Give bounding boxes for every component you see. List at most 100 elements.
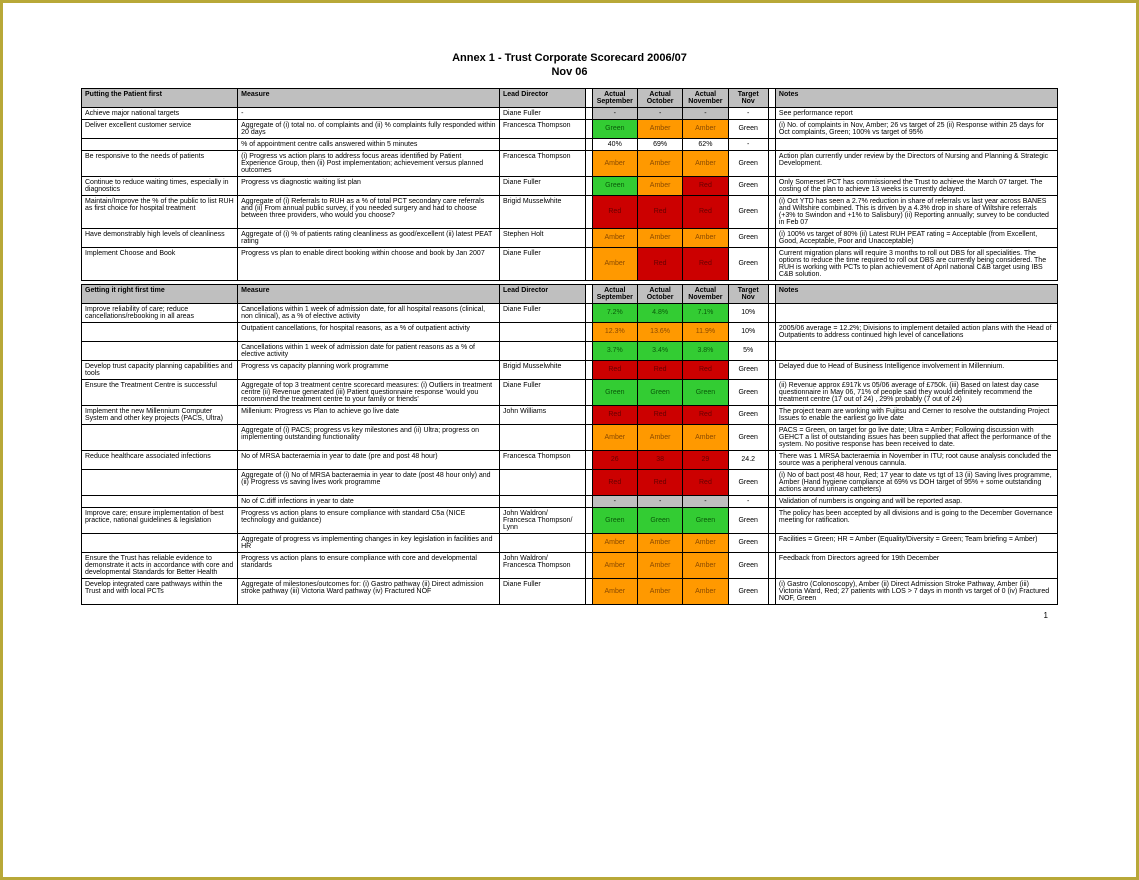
col-nov: Actual November [683, 284, 728, 303]
status-cell: 4.8% [637, 303, 682, 322]
row-target: Green [728, 533, 768, 552]
status-cell: Amber [637, 424, 682, 450]
row-label: Continue to reduce waiting times, especi… [82, 176, 238, 195]
table-row: Ensure the Trust has reliable evidence t… [82, 552, 1058, 578]
row-director [499, 341, 585, 360]
status-cell: 29 [683, 450, 728, 469]
row-measure: Aggregate of (i) PACS; progress vs key m… [238, 424, 500, 450]
row-director: Stephen Holt [499, 228, 585, 247]
status-cell: 13.6% [637, 322, 682, 341]
row-target: Green [728, 578, 768, 604]
row-director: Francesca Thompson [499, 450, 585, 469]
row-notes: There was 1 MRSA bacteraemia in November… [775, 450, 1057, 469]
status-cell: Amber [637, 176, 682, 195]
row-director: Diane Fuller [499, 107, 585, 119]
row-label: Achieve major national targets [82, 107, 238, 119]
status-cell: 12.3% [592, 322, 637, 341]
row-measure: Progress vs plan to enable direct bookin… [238, 247, 500, 280]
row-target: Green [728, 228, 768, 247]
status-cell: Green [592, 507, 637, 533]
row-target: Green [728, 360, 768, 379]
row-director: Diane Fuller [499, 247, 585, 280]
table-row: Have demonstrably high levels of cleanli… [82, 228, 1058, 247]
row-measure: No of C.diff infections in year to date [238, 495, 500, 507]
row-target: Green [728, 119, 768, 138]
table-row: % of appointment centre calls answered w… [82, 138, 1058, 150]
status-cell: Green [592, 119, 637, 138]
status-cell: 3.4% [637, 341, 682, 360]
status-cell: Amber [592, 150, 637, 176]
row-measure: Aggregate of (i) total no. of complaints… [238, 119, 500, 138]
col-director: Lead Director [499, 88, 585, 107]
status-cell: Green [592, 379, 637, 405]
status-cell: Amber [683, 533, 728, 552]
table-row: Aggregate of (i) PACS; progress vs key m… [82, 424, 1058, 450]
row-target: Green [728, 150, 768, 176]
status-cell: 7.2% [592, 303, 637, 322]
row-measure: Aggregate of (i) Referrals to RUH as a %… [238, 195, 500, 228]
row-target: 5% [728, 341, 768, 360]
status-cell: Amber [592, 228, 637, 247]
row-director [499, 138, 585, 150]
status-cell: Red [683, 469, 728, 495]
col-oct: Actual October [637, 284, 682, 303]
row-target: Green [728, 247, 768, 280]
row-label [82, 533, 238, 552]
table-row: Continue to reduce waiting times, especi… [82, 176, 1058, 195]
status-cell: Amber [637, 533, 682, 552]
status-cell: Red [637, 360, 682, 379]
status-cell: Amber [592, 424, 637, 450]
row-label: Develop trust capacity planning capabili… [82, 360, 238, 379]
row-target: 24.2 [728, 450, 768, 469]
row-measure: Millenium: Progress vs Plan to achieve g… [238, 405, 500, 424]
row-measure: (i) Progress vs action plans to address … [238, 150, 500, 176]
col-target: Target Nov [728, 284, 768, 303]
row-director: John Waldron/ Francesca Thompson [499, 552, 585, 578]
row-notes: (i) Gastro (Colonoscopy), Amber (ii) Dir… [775, 578, 1057, 604]
row-label: Ensure the Treatment Centre is successfu… [82, 379, 238, 405]
row-notes: PACS = Green, on target for go live date… [775, 424, 1057, 450]
table-row: Reduce healthcare associated infectionsN… [82, 450, 1058, 469]
status-cell: Red [592, 405, 637, 424]
table-row: Cancellations within 1 week of admission… [82, 341, 1058, 360]
status-cell: - [683, 107, 728, 119]
row-label: Develop integrated care pathways within … [82, 578, 238, 604]
status-cell: Amber [637, 150, 682, 176]
section-title: Getting it right first time [82, 284, 238, 303]
status-cell: - [637, 495, 682, 507]
row-notes: The project team are working with Fujits… [775, 405, 1057, 424]
status-cell: 38 [637, 450, 682, 469]
row-label: Reduce healthcare associated infections [82, 450, 238, 469]
row-director: Brigid Musselwhite [499, 195, 585, 228]
col-measure: Measure [238, 88, 500, 107]
row-target: Green [728, 469, 768, 495]
table-row: Implement Choose and BookProgress vs pla… [82, 247, 1058, 280]
status-cell: Red [637, 247, 682, 280]
col-notes: Notes [775, 88, 1057, 107]
row-target: 10% [728, 303, 768, 322]
row-measure: Progress vs capacity planning work progr… [238, 360, 500, 379]
row-notes: Current migration plans will require 3 m… [775, 247, 1057, 280]
status-cell: Green [592, 176, 637, 195]
row-measure: Aggregate of top 3 treatment centre scor… [238, 379, 500, 405]
row-director: Diane Fuller [499, 176, 585, 195]
status-cell: Green [637, 507, 682, 533]
row-director: John Williams [499, 405, 585, 424]
table-row: Develop integrated care pathways within … [82, 578, 1058, 604]
row-label: Ensure the Trust has reliable evidence t… [82, 552, 238, 578]
row-target: Green [728, 552, 768, 578]
row-director [499, 322, 585, 341]
row-measure: Aggregate of milestones/outcomes for: (i… [238, 578, 500, 604]
status-cell: Green [683, 507, 728, 533]
row-label: Deliver excellent customer service [82, 119, 238, 138]
row-measure: Aggregate of (i) No of MRSA bacteraemia … [238, 469, 500, 495]
row-measure: Progress vs diagnostic waiting list plan [238, 176, 500, 195]
status-cell: 3.7% [592, 341, 637, 360]
status-cell: Amber [592, 247, 637, 280]
table-row: Improve care; ensure implementation of b… [82, 507, 1058, 533]
row-notes: Validation of numbers is ongoing and wil… [775, 495, 1057, 507]
row-director: Diane Fuller [499, 379, 585, 405]
row-director: Diane Fuller [499, 578, 585, 604]
status-cell: Red [637, 195, 682, 228]
status-cell: Red [592, 469, 637, 495]
